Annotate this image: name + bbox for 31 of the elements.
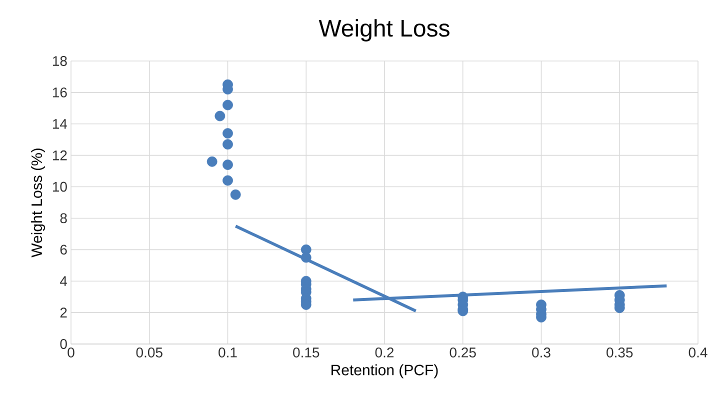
chart-title: Weight Loss [318, 19, 450, 42]
point [230, 189, 241, 200]
x-tick-label: 0.25 [450, 348, 476, 358]
y-tick-label: 14 [52, 119, 68, 129]
point [300, 252, 312, 263]
x-tick-label: 0 [68, 348, 74, 358]
point [222, 100, 233, 110]
y-tick-label: 12 [52, 150, 67, 160]
point [214, 110, 226, 122]
y-tick-label: 6 [60, 244, 67, 255]
y-tick-label: 4 [60, 276, 68, 286]
y-tick-label: 10 [52, 182, 67, 192]
y-tick-label: 0 [60, 339, 67, 349]
y-axis-title: Weight Loss (%) [31, 148, 46, 258]
x-tick-label: 0.35 [606, 348, 633, 358]
y-tick-label: 2 [60, 308, 67, 318]
y-tick-label: 8 [60, 213, 67, 224]
point [222, 139, 233, 150]
x-tick-label: 0.1 [218, 348, 237, 358]
x-tick-label: 0.15 [293, 348, 320, 358]
y-tick-label: 18 [52, 56, 67, 66]
x-tick-label: 0.4 [688, 348, 708, 358]
x-tick-label: 0.2 [375, 348, 394, 358]
point [222, 160, 233, 170]
point [206, 156, 218, 167]
x-axis-title: Retention (PCF) [332, 364, 438, 378]
point [222, 175, 233, 186]
point [222, 128, 233, 139]
x-tick-label: 0.05 [136, 348, 162, 358]
y-tick-label: 16 [52, 87, 67, 98]
x-tick-label: 0.3 [532, 348, 550, 358]
